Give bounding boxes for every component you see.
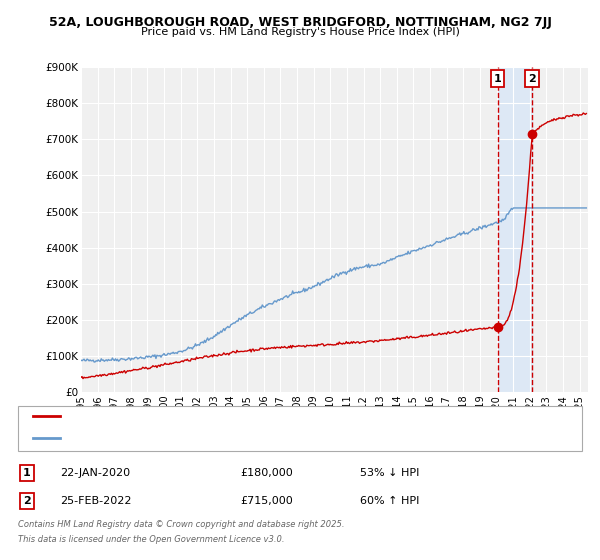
Text: £715,000: £715,000 — [240, 496, 293, 506]
Bar — [497, 67, 532, 392]
Text: 53% ↓ HPI: 53% ↓ HPI — [360, 468, 419, 478]
Text: Price paid vs. HM Land Registry's House Price Index (HPI): Price paid vs. HM Land Registry's House … — [140, 27, 460, 37]
Text: 52A, LOUGHBOROUGH ROAD, WEST BRIDGFORD, NOTTINGHAM, NG2 7JJ: 52A, LOUGHBOROUGH ROAD, WEST BRIDGFORD, … — [49, 16, 551, 29]
Text: This data is licensed under the Open Government Licence v3.0.: This data is licensed under the Open Gov… — [18, 535, 284, 544]
Text: £180,000: £180,000 — [240, 468, 293, 478]
Text: 2: 2 — [528, 73, 536, 83]
Text: 2: 2 — [23, 496, 31, 506]
Text: 1: 1 — [494, 73, 502, 83]
Text: 52A, LOUGHBOROUGH ROAD, WEST BRIDGFORD, NOTTINGHAM, NG2 7JJ (detached house): 52A, LOUGHBOROUGH ROAD, WEST BRIDGFORD, … — [66, 410, 510, 421]
Text: 60% ↑ HPI: 60% ↑ HPI — [360, 496, 419, 506]
Text: 22-JAN-2020: 22-JAN-2020 — [60, 468, 130, 478]
Text: Contains HM Land Registry data © Crown copyright and database right 2025.: Contains HM Land Registry data © Crown c… — [18, 520, 344, 529]
Text: 25-FEB-2022: 25-FEB-2022 — [60, 496, 131, 506]
Text: HPI: Average price, detached house, Rushcliffe: HPI: Average price, detached house, Rush… — [66, 433, 295, 444]
Text: 1: 1 — [23, 468, 31, 478]
